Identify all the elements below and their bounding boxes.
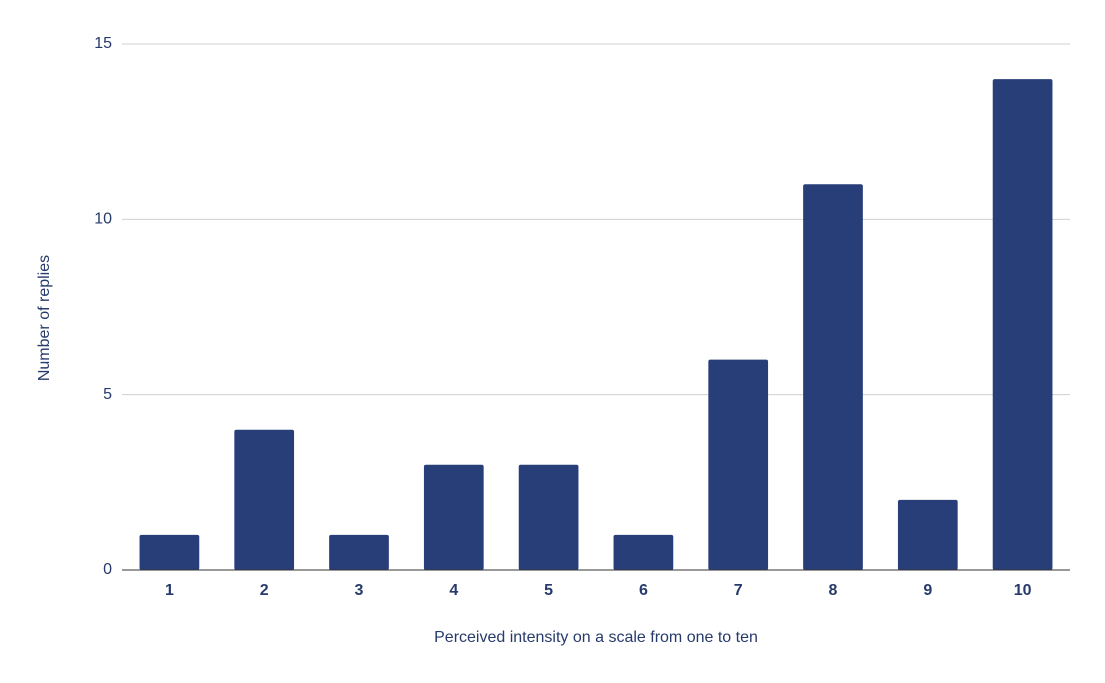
bar [423, 464, 484, 570]
x-tick-label: 4 [449, 582, 458, 599]
x-tick-label: 10 [1014, 582, 1032, 599]
x-tick-label: 7 [734, 582, 743, 599]
bar [234, 429, 295, 570]
bar [803, 184, 863, 570]
bar [708, 359, 769, 570]
y-tick-label: 0 [103, 561, 112, 578]
bar [139, 534, 200, 570]
y-axis-title: Number of replies [36, 255, 53, 381]
x-tick-label: 1 [165, 582, 174, 599]
bar [992, 79, 1053, 571]
bar [613, 534, 674, 570]
y-tick-label: 5 [103, 386, 112, 403]
y-tick-label: 10 [94, 211, 112, 228]
bar [897, 499, 958, 570]
bar [518, 464, 579, 570]
x-tick-label: 5 [544, 582, 553, 599]
y-tick-label: 15 [94, 35, 112, 52]
bar [329, 534, 389, 570]
x-tick-label: 2 [260, 582, 269, 599]
x-axis-title: Perceived intensity on a scale from one … [434, 629, 758, 646]
x-tick-label: 6 [639, 582, 648, 599]
x-tick-label: 9 [923, 582, 932, 599]
x-tick-label: 8 [829, 582, 838, 599]
x-tick-label: 3 [355, 582, 364, 599]
